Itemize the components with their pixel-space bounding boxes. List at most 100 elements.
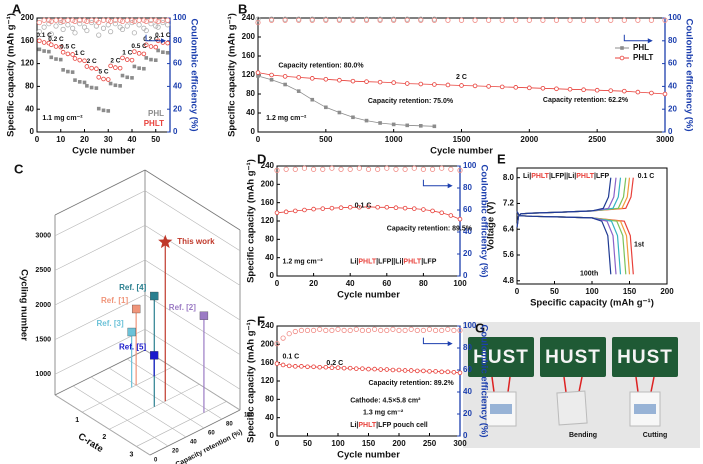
data-point <box>36 19 42 26</box>
data-point <box>124 57 130 62</box>
y-tick-label: 200 <box>261 339 275 348</box>
data-point <box>402 166 408 172</box>
y-axis-label: Specific capacity (mAh g⁻¹) <box>246 159 257 283</box>
y2-tick-label: 60 <box>463 365 472 374</box>
data-point <box>161 50 165 54</box>
data-point <box>402 327 408 333</box>
data-point <box>364 118 369 123</box>
data-point <box>365 327 372 333</box>
chart-panel: E 0 50 100 150 200 4.8 5.6 6.4 7.2 8.0 Voltage (V) S… <box>486 151 675 308</box>
data-point <box>458 17 465 23</box>
data-point <box>302 207 307 213</box>
data-point <box>404 81 410 86</box>
data-point <box>48 18 54 25</box>
data-point <box>393 205 399 211</box>
y-tick-label: 160 <box>261 358 275 367</box>
data-point <box>141 17 147 23</box>
data-point <box>378 327 384 333</box>
data-point <box>283 209 289 215</box>
data-point <box>120 55 125 61</box>
data-point <box>594 17 600 23</box>
data-point <box>414 368 420 374</box>
x-tick-label: 50 <box>303 439 312 448</box>
data-point <box>363 17 370 23</box>
chart-panel: D0 20 40 60 80 100040801201602002400204060801… <box>246 151 490 300</box>
x-tick-label: 50 <box>550 287 559 296</box>
data-point <box>61 68 65 72</box>
data-point <box>131 304 141 314</box>
data-point <box>100 25 107 31</box>
x-tick-label: 60 <box>382 279 391 288</box>
data-point <box>472 17 478 23</box>
data-point <box>418 17 424 23</box>
data-point <box>41 40 47 45</box>
grid-line <box>144 349 241 411</box>
data-point <box>130 76 134 80</box>
data-point <box>662 91 668 97</box>
data-point <box>53 23 59 29</box>
z-tick-label: 80 <box>226 422 233 428</box>
data-point <box>329 165 335 171</box>
y-tick-label: 3000 <box>35 233 51 240</box>
chart-panel: A 0 10 20 30 40 50 0 40 80 120 160 200 0 20 40 60 80 100Co… <box>6 1 200 156</box>
plot-frame <box>516 167 668 285</box>
annotation-part: |LFP||Li| <box>376 259 403 266</box>
data-point <box>70 70 75 74</box>
data-point <box>499 84 505 90</box>
data-point <box>292 364 298 369</box>
y2-tick-label: 0 <box>463 431 468 440</box>
data-point <box>649 90 654 96</box>
chart-panel: F0 50 100 150 200 250 300040801201602002400204… <box>246 313 490 460</box>
y2-tick-label: 0 <box>463 271 468 280</box>
grid-line <box>54 394 151 456</box>
cell-label <box>490 404 512 414</box>
y-axis-label: Specific capacity (mAh g⁻¹) <box>227 13 238 137</box>
data-point <box>274 210 280 216</box>
data-point <box>119 26 126 32</box>
y-axis-label: Voltage (V) <box>486 202 497 251</box>
data-point <box>567 86 573 92</box>
data-point <box>451 369 457 375</box>
data-point <box>124 17 130 23</box>
data-point <box>445 369 451 375</box>
data-point <box>113 83 118 88</box>
annotation: 1.3 mg cm⁻² <box>363 410 404 417</box>
data-point <box>58 19 64 26</box>
annotation: Capacity retention: 89.2% <box>369 380 455 387</box>
y2-tick-label: 80 <box>173 36 182 45</box>
data-point <box>445 82 451 88</box>
data-point <box>335 365 341 371</box>
data-point <box>112 21 118 27</box>
data-point <box>635 89 641 95</box>
data-point <box>141 51 147 57</box>
grid-line <box>54 328 146 375</box>
board-text: HUST <box>617 347 673 368</box>
data-point <box>540 86 546 91</box>
y-tick-label: 40 <box>25 104 34 113</box>
y2-tick-label: 80 <box>463 183 472 192</box>
y-tick-label: 40 <box>265 253 274 262</box>
annotation: Capacity retention: 75.0% <box>368 98 454 105</box>
ce-arrowhead <box>647 38 653 44</box>
data-point <box>411 165 417 171</box>
data-point <box>66 69 70 74</box>
data-point <box>527 85 532 91</box>
data-point <box>338 166 344 172</box>
data-point <box>41 24 47 30</box>
data-point <box>335 326 341 332</box>
y2-tick-label: 20 <box>463 249 472 258</box>
x-tick-label: 1000 <box>385 135 403 144</box>
x-tick-label: 20 <box>80 135 89 144</box>
annotation-part: |LFP||Li| <box>549 173 576 180</box>
y-axis-label: Specific capacity (mAh g⁻¹) <box>246 319 257 443</box>
data-point <box>48 31 54 37</box>
y2-tick-label: 100 <box>463 321 477 330</box>
data-point <box>60 18 66 25</box>
data-point <box>53 17 59 23</box>
data-point <box>430 208 435 214</box>
data-point <box>499 17 505 23</box>
data-point <box>526 17 532 23</box>
data-point <box>255 70 261 75</box>
data-point <box>65 51 71 57</box>
